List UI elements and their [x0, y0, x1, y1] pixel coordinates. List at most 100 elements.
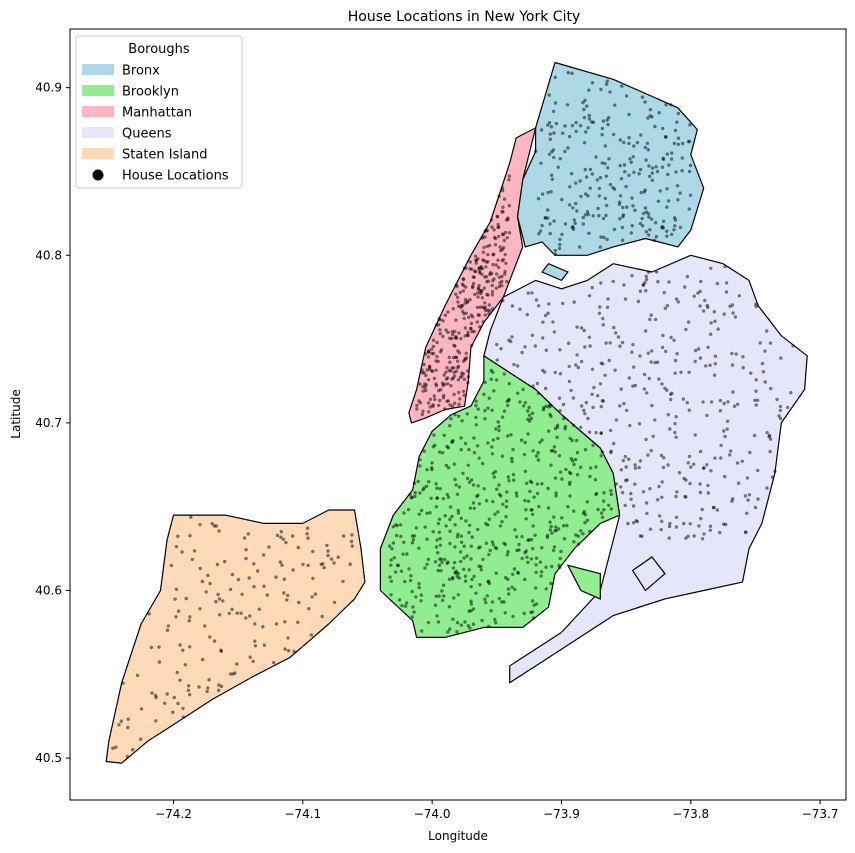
house-point [583, 345, 587, 349]
house-point [494, 286, 498, 290]
house-point [402, 540, 406, 544]
house-point [535, 491, 540, 496]
house-point [696, 347, 701, 351]
house-point [444, 524, 448, 528]
house-point [283, 620, 287, 624]
house-point [603, 161, 607, 166]
house-point [599, 511, 604, 515]
house-point [595, 178, 599, 182]
house-point [539, 128, 544, 132]
house-point [149, 645, 154, 650]
house-point [467, 530, 471, 535]
house-point [471, 275, 475, 279]
house-point [724, 290, 729, 294]
house-point [478, 271, 482, 275]
house-point [548, 137, 552, 141]
house-point [606, 122, 610, 127]
house-point [653, 317, 658, 322]
house-point [547, 302, 551, 306]
house-point [579, 194, 583, 199]
house-point [546, 208, 550, 212]
house-point [599, 235, 603, 239]
house-point [410, 495, 415, 499]
house-point [501, 298, 505, 303]
house-point [457, 402, 461, 406]
house-point [611, 186, 615, 190]
house-point [653, 418, 657, 422]
house-point [438, 398, 442, 403]
house-point [484, 600, 488, 605]
house-point [261, 553, 266, 557]
house-point [504, 515, 508, 519]
house-point [483, 235, 487, 239]
house-point [583, 448, 588, 452]
house-point [444, 463, 449, 468]
house-point [656, 199, 661, 203]
house-point [484, 260, 489, 264]
house-point [638, 459, 643, 463]
house-point [432, 433, 436, 437]
house-point [576, 542, 581, 546]
house-point [489, 609, 493, 613]
house-point [568, 494, 572, 498]
house-point [631, 521, 636, 525]
house-point [599, 431, 603, 435]
house-point [709, 321, 713, 325]
house-point [598, 176, 603, 180]
house-point [648, 317, 652, 322]
house-point [481, 557, 485, 562]
house-point [703, 298, 707, 303]
house-point [475, 305, 480, 310]
house-point [668, 521, 672, 526]
house-point [630, 196, 634, 200]
house-point [403, 604, 408, 608]
house-point [423, 566, 427, 570]
house-point [551, 548, 556, 553]
house-point [428, 405, 432, 409]
house-point [642, 387, 646, 391]
house-point [614, 418, 619, 422]
house-point [618, 194, 623, 198]
house-point [586, 416, 590, 421]
house-point [598, 382, 603, 386]
house-point [575, 353, 579, 357]
legend-label-bronx: Bronx [122, 64, 160, 79]
house-point [530, 291, 534, 295]
house-point [253, 639, 257, 643]
house-point [512, 567, 517, 571]
house-point [572, 300, 576, 304]
house-point [642, 372, 647, 377]
house-point [472, 574, 476, 579]
house-point [688, 481, 692, 486]
house-point [588, 344, 592, 348]
house-point [487, 624, 491, 629]
house-point [526, 560, 530, 565]
house-point [286, 593, 290, 598]
house-point [573, 221, 577, 225]
house-point [563, 427, 567, 431]
house-point [676, 142, 680, 146]
house-point [572, 462, 576, 467]
house-point [648, 114, 652, 118]
house-point [567, 341, 571, 345]
house-point [438, 543, 442, 547]
house-point [536, 458, 541, 462]
house-point [457, 414, 461, 418]
house-point [473, 270, 478, 274]
house-point [216, 592, 220, 597]
house-point [601, 399, 605, 403]
house-point [601, 316, 605, 321]
house-point [574, 181, 578, 185]
house-point [482, 286, 486, 290]
x-tick-label: −73.8 [672, 807, 709, 821]
house-point [480, 296, 485, 300]
house-point [667, 536, 671, 540]
house-point [431, 404, 435, 408]
house-point [582, 141, 587, 145]
house-point [469, 584, 473, 589]
house-point [495, 487, 499, 491]
house-point [430, 347, 434, 351]
house-point [438, 536, 442, 541]
house-point [651, 434, 655, 438]
house-point [420, 368, 424, 372]
